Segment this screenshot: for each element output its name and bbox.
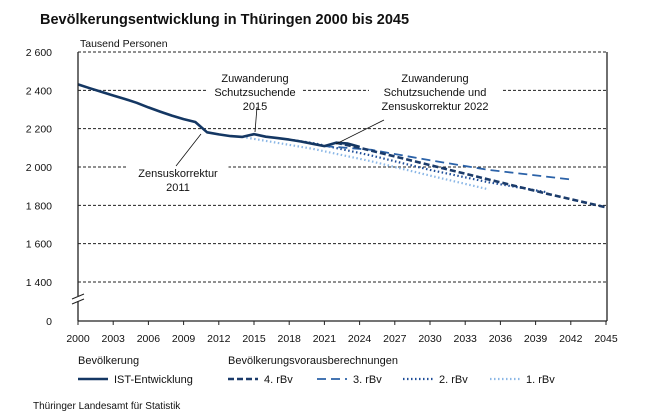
annotation-text: Zensuskorrektur xyxy=(138,168,218,180)
annotation-leader-line xyxy=(335,119,385,145)
x-tick-label: 2015 xyxy=(242,333,266,345)
y-tick-label: 0 xyxy=(46,316,52,328)
source-note: Thüringer Landesamt für Statistik xyxy=(33,401,181,412)
y-axis-label: Tausend Personen xyxy=(80,38,168,50)
annotation-text: Zuwanderung xyxy=(401,73,468,85)
series-line-ist-entwicklung xyxy=(77,83,360,149)
axis-break-mark xyxy=(71,293,85,300)
series-line-3-rbv xyxy=(324,145,571,181)
annotation-text: Zuwanderung xyxy=(221,73,288,85)
y-tick-label: 1 800 xyxy=(26,200,52,212)
annotation-leader-line xyxy=(175,133,202,167)
annotation-background xyxy=(127,165,229,197)
annotation-leader-line xyxy=(254,106,258,133)
annotation-text: 2015 xyxy=(243,101,267,113)
x-tick-label: 2006 xyxy=(137,333,161,345)
legend-label: 1. rBv xyxy=(526,374,555,386)
y-tick-label: 2 600 xyxy=(26,47,52,59)
x-tick-label: 2000 xyxy=(66,333,90,345)
axis-break-gap xyxy=(72,296,84,301)
x-tick-label: 2042 xyxy=(559,333,583,345)
x-tick-label: 2045 xyxy=(594,333,618,345)
annotation-background xyxy=(369,70,501,116)
annotation-background xyxy=(207,70,303,116)
x-tick-label: 2003 xyxy=(102,333,126,345)
legend-label: 2. rBv xyxy=(439,374,468,386)
x-tick-label: 2012 xyxy=(207,333,231,345)
y-tick-label: 2 200 xyxy=(26,124,52,136)
series-line-2-rbv xyxy=(289,138,548,194)
axis-break-mark xyxy=(71,298,85,305)
series-line-4-rbv xyxy=(335,141,607,209)
chart-title: Bevölkerungsentwicklung in Thüringen 200… xyxy=(40,12,409,28)
x-tick-label: 2027 xyxy=(383,333,407,345)
x-tick-label: 2030 xyxy=(418,333,442,345)
x-tick-label: 2033 xyxy=(454,333,478,345)
x-tick-label: 2036 xyxy=(489,333,513,345)
x-tick-label: 2039 xyxy=(524,333,548,345)
annotation-text: Schutzsuchende xyxy=(214,87,295,99)
legend-label: IST-Entwicklung xyxy=(114,374,193,386)
legend-label: 3. rBv xyxy=(353,374,382,386)
legend-group-title: Bevölkerungsvorausberechnungen xyxy=(228,355,398,367)
annotation-text: 2011 xyxy=(166,182,190,194)
y-tick-label: 1 600 xyxy=(26,239,52,251)
x-tick-label: 2009 xyxy=(172,333,196,345)
y-tick-label: 2 000 xyxy=(26,162,52,174)
x-tick-label: 2021 xyxy=(313,333,337,345)
annotation-text: Schutzsuchende und xyxy=(384,87,487,99)
legend-group-title: Bevölkerung xyxy=(78,355,139,367)
x-tick-label: 2018 xyxy=(278,333,302,345)
annotation-text: Zensuskorrektur 2022 xyxy=(382,101,489,113)
legend-label: 4. rBv xyxy=(264,374,293,386)
y-tick-label: 1 400 xyxy=(26,277,52,289)
y-tick-label: 2 400 xyxy=(26,85,52,97)
x-tick-label: 2024 xyxy=(348,333,372,345)
